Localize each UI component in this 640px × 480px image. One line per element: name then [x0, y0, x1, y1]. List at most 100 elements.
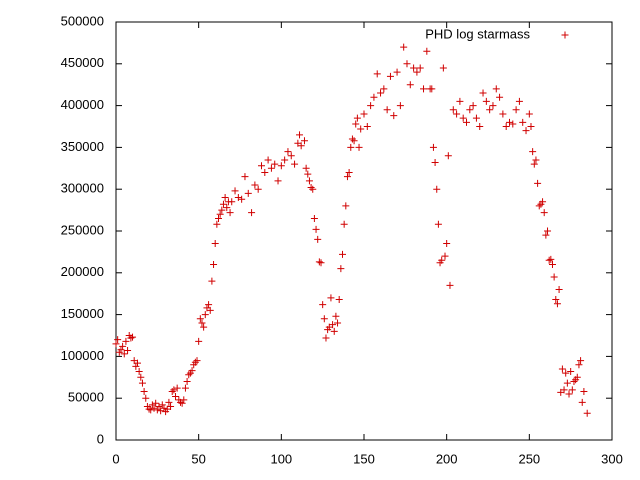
point	[173, 384, 181, 392]
x-tick-label: 200	[436, 451, 458, 466]
point	[138, 379, 146, 387]
point	[534, 179, 542, 187]
legend-label: PHD log starmass	[425, 26, 530, 41]
point	[315, 258, 323, 266]
point	[302, 164, 310, 172]
point	[353, 114, 361, 122]
point	[277, 162, 285, 170]
point	[527, 123, 535, 130]
point	[165, 398, 173, 406]
point	[466, 106, 474, 114]
point	[553, 300, 561, 308]
point	[515, 97, 523, 105]
point	[583, 409, 591, 417]
point	[119, 342, 127, 350]
point	[540, 209, 548, 217]
point	[117, 346, 125, 354]
point	[472, 114, 480, 122]
point	[377, 89, 385, 97]
point	[357, 125, 365, 133]
point	[345, 168, 353, 176]
point	[340, 220, 348, 228]
point	[547, 255, 555, 263]
point	[181, 384, 189, 392]
point	[459, 114, 467, 122]
point	[342, 202, 350, 210]
point	[145, 405, 153, 413]
point	[530, 160, 538, 168]
x-tick-label: 0	[112, 451, 119, 466]
point	[309, 185, 317, 193]
point	[185, 371, 193, 379]
y-tick-label: 400000	[61, 97, 104, 112]
point	[312, 225, 320, 233]
x-tick-label: 300	[601, 451, 623, 466]
point	[535, 202, 543, 210]
point	[469, 102, 477, 110]
point	[449, 106, 457, 114]
point	[322, 334, 330, 342]
point	[363, 123, 371, 130]
point	[568, 386, 576, 394]
point	[257, 162, 265, 170]
point	[367, 102, 375, 110]
point	[499, 110, 507, 118]
point	[238, 195, 246, 203]
point	[390, 112, 398, 120]
point	[158, 401, 166, 409]
point	[444, 152, 452, 160]
point	[231, 187, 239, 195]
x-tick-label: 250	[518, 451, 540, 466]
point	[355, 143, 363, 151]
point	[137, 373, 145, 381]
point	[545, 256, 553, 264]
point	[170, 386, 178, 394]
point	[329, 321, 337, 329]
point	[198, 319, 206, 327]
point	[416, 64, 424, 72]
point	[305, 177, 313, 185]
point	[206, 306, 214, 314]
point	[348, 135, 356, 143]
point	[482, 97, 490, 105]
point	[310, 214, 318, 222]
point	[196, 315, 204, 323]
point	[234, 194, 242, 202]
point	[180, 396, 188, 404]
point	[434, 220, 442, 228]
point	[456, 97, 464, 105]
point	[360, 110, 368, 118]
point	[441, 252, 449, 260]
point	[327, 294, 335, 302]
point	[223, 204, 231, 212]
point	[347, 143, 355, 151]
point	[210, 260, 218, 268]
point	[183, 377, 191, 385]
point	[281, 156, 289, 164]
point	[396, 102, 404, 110]
point	[296, 131, 304, 139]
point	[195, 337, 203, 345]
point	[580, 388, 588, 396]
point	[244, 189, 252, 197]
point	[122, 337, 130, 345]
point	[129, 333, 137, 341]
point	[352, 120, 360, 128]
point	[114, 336, 122, 344]
point	[570, 377, 578, 385]
y-tick-label: 300000	[61, 181, 104, 196]
point	[486, 106, 494, 114]
point	[147, 406, 155, 414]
point	[476, 123, 484, 130]
point	[339, 250, 347, 258]
point	[300, 137, 308, 145]
point	[539, 198, 547, 206]
point	[221, 194, 229, 202]
point	[400, 43, 408, 51]
point	[241, 173, 249, 181]
point	[228, 198, 236, 206]
x-tick-label: 150	[353, 451, 375, 466]
y-tick-label: 450000	[61, 55, 104, 70]
x-tick-label: 100	[270, 451, 292, 466]
point	[284, 148, 292, 156]
